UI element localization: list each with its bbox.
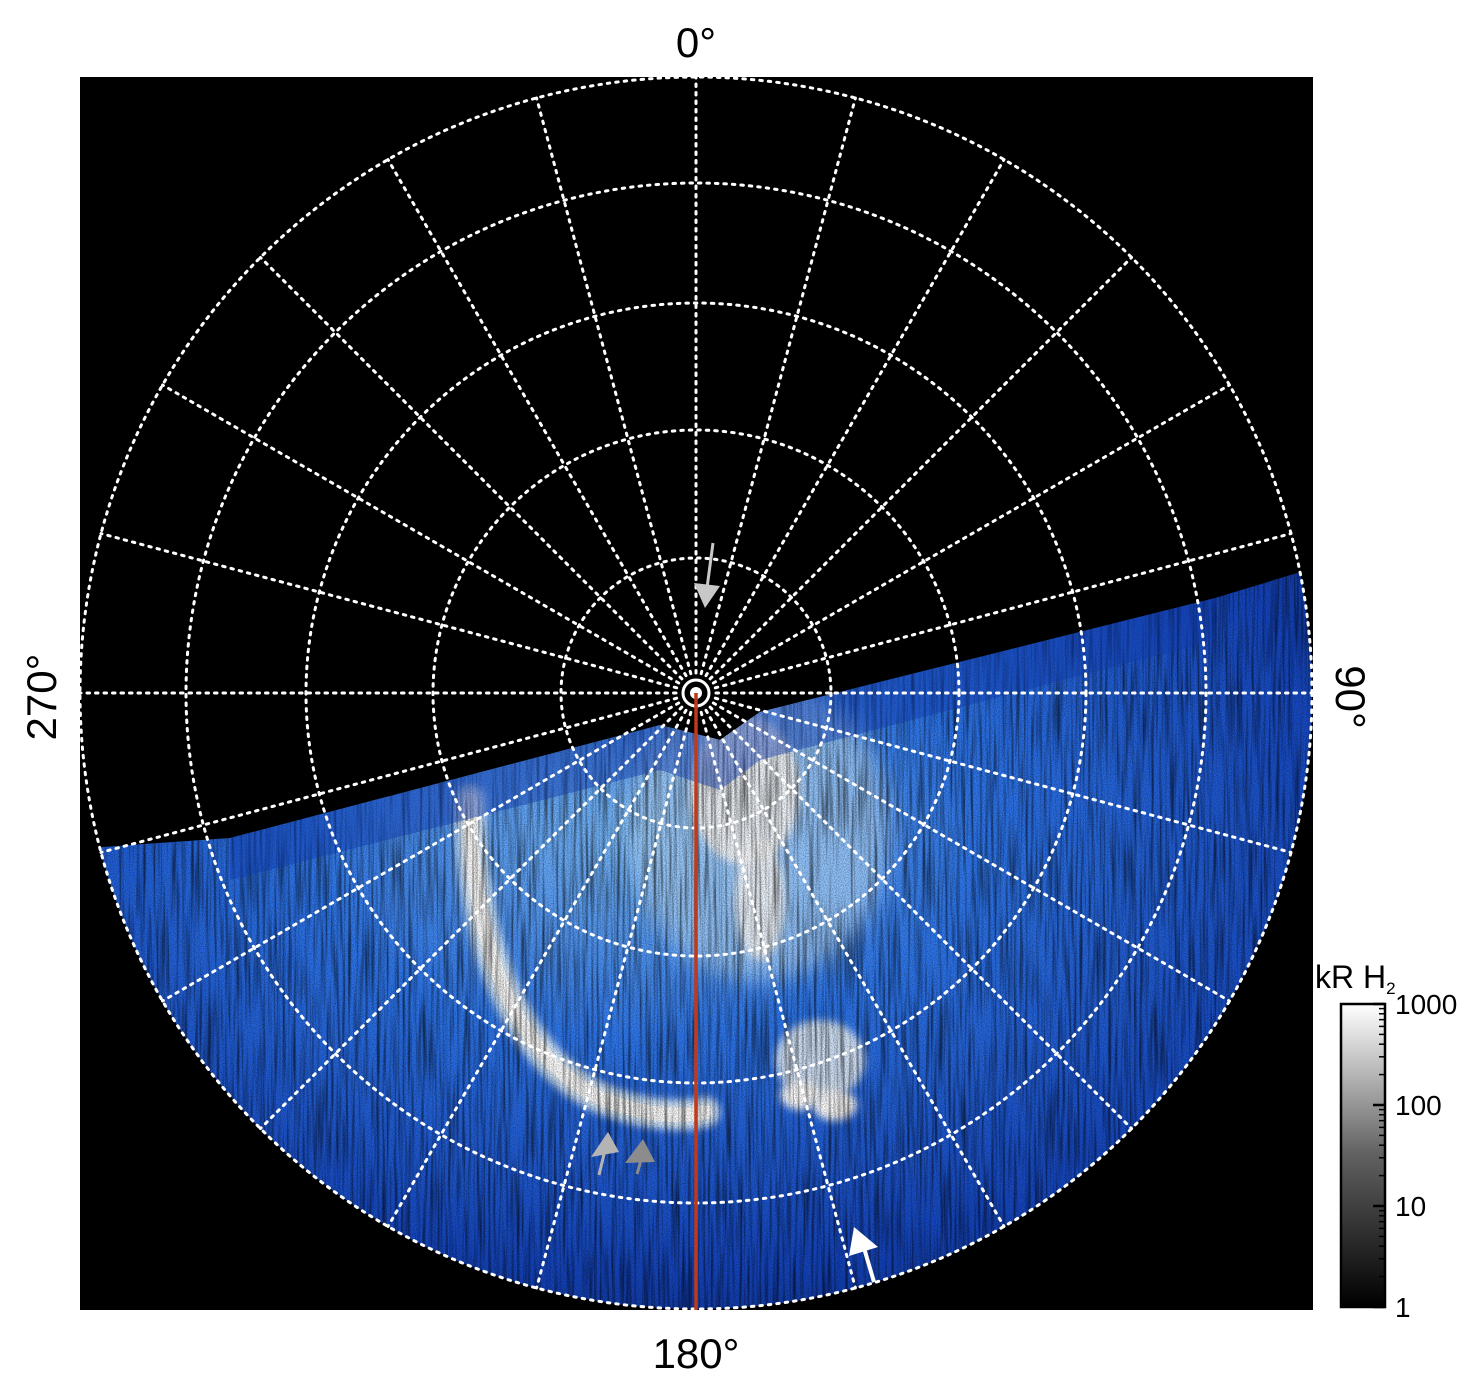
lower-left-gray-arrow-2 bbox=[625, 1139, 655, 1175]
grid-meridian-255 bbox=[99, 696, 679, 854]
grid-meridian-210 bbox=[386, 708, 688, 1228]
lower-right-white-arrow bbox=[849, 1227, 878, 1283]
grid-meridian-300 bbox=[161, 383, 681, 685]
colorbar-title-main: kR H bbox=[1315, 959, 1386, 995]
grid-meridian-225 bbox=[258, 705, 684, 1131]
grid-meridian-135 bbox=[708, 705, 1134, 1131]
grid-meridian-120 bbox=[711, 701, 1231, 1003]
colorbar-tick-label: 1 bbox=[1395, 1292, 1411, 1323]
colorbar-minor-ticks bbox=[1379, 1007, 1385, 1278]
colorbar-title: kR H2 bbox=[1315, 959, 1396, 998]
colorbar-ticks: 1000 100 10 1 bbox=[1373, 989, 1457, 1323]
colorbar-gradient bbox=[1339, 1002, 1387, 1309]
grid-meridian-105 bbox=[713, 696, 1293, 854]
colorbar-tick-label: 1000 bbox=[1395, 989, 1457, 1020]
upper-gray-arrow bbox=[694, 542, 720, 608]
grid-meridian-165 bbox=[699, 710, 857, 1290]
grid-meridian-315 bbox=[258, 255, 684, 681]
colorbar-title-sub: 2 bbox=[1386, 979, 1395, 998]
colorbar: kR H2 1000 100 10 1 bbox=[1315, 959, 1457, 1323]
grid-meridian-240 bbox=[161, 701, 681, 1003]
grid-meridian-75 bbox=[713, 532, 1293, 690]
colorbar-tick-label: 10 bbox=[1395, 1191, 1426, 1222]
grid-meridian-345 bbox=[535, 96, 693, 676]
lower-left-gray-arrow-1 bbox=[591, 1132, 619, 1176]
grid-meridian-45 bbox=[708, 255, 1134, 681]
grid-meridian-15 bbox=[699, 96, 857, 676]
grid-meridian-150 bbox=[704, 708, 1006, 1228]
grid-meridian-60 bbox=[711, 383, 1231, 685]
grid-ring-2 bbox=[431, 428, 961, 958]
grid-meridian-330 bbox=[386, 158, 688, 678]
grid-meridian-30 bbox=[704, 158, 1006, 678]
angle-label-right: 90° bbox=[1327, 665, 1374, 729]
grid-meridian-195 bbox=[535, 710, 693, 1290]
angle-label-top: 0° bbox=[676, 19, 716, 66]
angle-label-left: 270° bbox=[18, 654, 65, 741]
angle-label-bottom: 180° bbox=[653, 1330, 740, 1377]
grid-meridian-285 bbox=[99, 532, 679, 690]
colorbar-tick-label: 100 bbox=[1395, 1090, 1442, 1121]
